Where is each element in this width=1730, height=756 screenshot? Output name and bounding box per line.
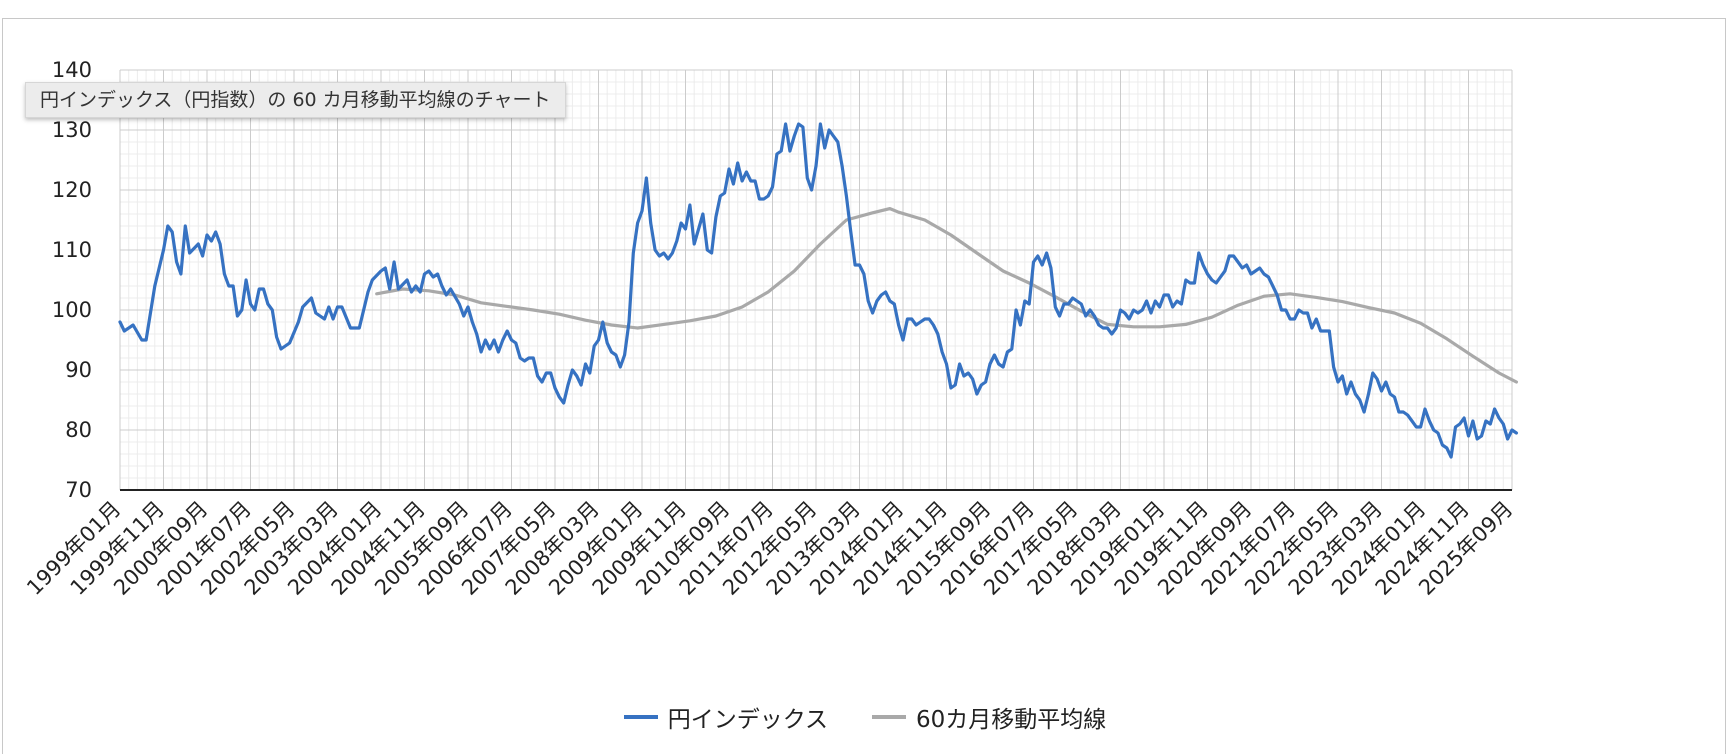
- series-lines: [118, 122, 1518, 459]
- y-tick-label: 130: [52, 118, 92, 142]
- legend: 円インデックス 60カ月移動平均線: [0, 700, 1730, 734]
- y-tick-label: 140: [52, 58, 92, 82]
- y-tick-label: 70: [65, 478, 92, 502]
- chart-frame: [2, 18, 1726, 754]
- legend-label-moving-average: 60カ月移動平均線: [916, 707, 1107, 733]
- legend-swatch-moving-average: [872, 715, 907, 719]
- chart-tooltip: 円インデックス（円指数）の 60 カ月移動平均線のチャート: [25, 82, 566, 118]
- y-tick-label: 90: [65, 358, 92, 382]
- grid: [119, 69, 1513, 490]
- legend-item-yen-index[interactable]: 円インデックス: [623, 700, 829, 734]
- series-line-yen-index: [118, 122, 1518, 459]
- y-axis: 70 80 90 100 110 120 130 140: [52, 58, 92, 502]
- y-tick-label: 80: [65, 418, 92, 442]
- legend-label-yen-index: 円インデックス: [667, 707, 829, 733]
- x-axis: 1999年01月1999年11月2000年09月2001年07月2002年05月…: [22, 489, 1518, 600]
- series-line-moving-average: [375, 207, 1518, 384]
- y-tick-label: 110: [52, 238, 92, 262]
- y-tick-label: 100: [52, 298, 92, 322]
- y-tick-label: 120: [52, 178, 92, 202]
- legend-swatch-yen-index: [623, 715, 658, 719]
- legend-item-moving-average[interactable]: 60カ月移動平均線: [872, 700, 1106, 734]
